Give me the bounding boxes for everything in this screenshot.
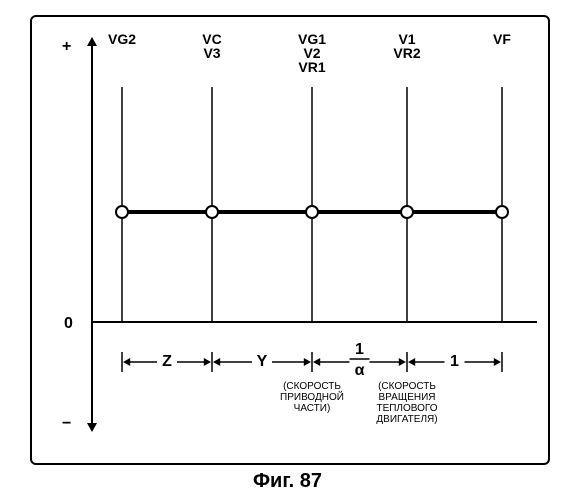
svg-text:Y: Y xyxy=(257,353,268,370)
svg-text:(СКОРОСТЬ: (СКОРОСТЬ xyxy=(283,381,341,392)
svg-text:(СКОРОСТЬ: (СКОРОСТЬ xyxy=(378,381,436,392)
svg-text:VF: VF xyxy=(493,31,511,47)
svg-text:ВРАЩЕНИЯ: ВРАЩЕНИЯ xyxy=(378,392,435,403)
diagram-svg: +0−VG2VCV3VG1V2VR1V1VR2VFZY1α1(СКОРОСТЬП… xyxy=(32,17,552,467)
svg-text:Z: Z xyxy=(162,353,172,370)
figure-frame: +0−VG2VCV3VG1V2VR1V1VR2VFZY1α1(СКОРОСТЬП… xyxy=(30,15,550,465)
svg-text:VR2: VR2 xyxy=(393,45,420,61)
svg-text:+: + xyxy=(62,38,71,55)
svg-text:ЧАСТИ): ЧАСТИ) xyxy=(294,403,331,414)
svg-text:1: 1 xyxy=(450,353,459,370)
svg-text:1: 1 xyxy=(355,341,364,358)
svg-text:−: − xyxy=(62,415,71,432)
svg-text:V3: V3 xyxy=(203,45,220,61)
svg-text:0: 0 xyxy=(64,315,73,332)
svg-text:ПРИВОДНОЙ: ПРИВОДНОЙ xyxy=(280,390,344,403)
svg-text:VR1: VR1 xyxy=(298,59,325,75)
figure-caption: Фиг. 87 xyxy=(0,470,575,493)
svg-text:α: α xyxy=(355,362,365,379)
svg-text:ДВИГАТЕЛЯ): ДВИГАТЕЛЯ) xyxy=(376,414,437,425)
svg-text:VG2: VG2 xyxy=(108,31,136,47)
svg-text:ТЕПЛОВОГО: ТЕПЛОВОГО xyxy=(376,403,437,414)
